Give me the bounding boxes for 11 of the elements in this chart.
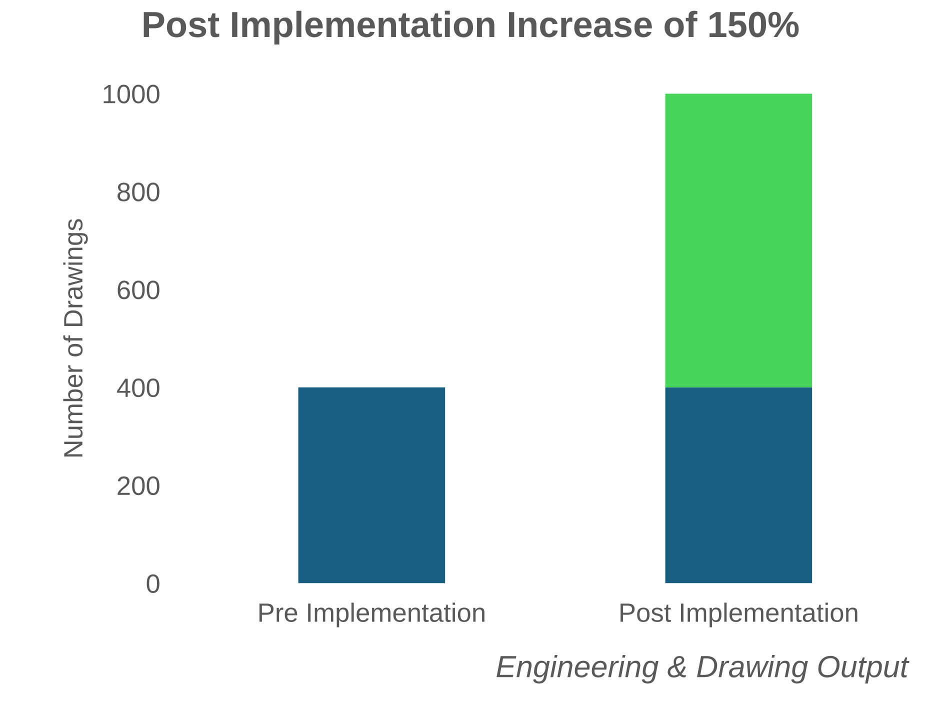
chart-title: Post Implementation Increase of 150% — [144, 10, 799, 44]
y-tick-label: 600 — [118, 280, 160, 300]
y-axis-title: Number of Drawings — [63, 219, 88, 456]
y-tick-label: 800 — [118, 182, 160, 202]
x-axis-title: Engineering & Drawing Output — [496, 655, 910, 684]
x-tick-label: Post Implementation — [620, 602, 858, 628]
y-tick-label: 0 — [146, 574, 160, 594]
y-tick-label: 1000 — [104, 84, 160, 104]
x-tick-label: Pre Implementation — [259, 602, 484, 628]
y-tick-label: 200 — [118, 476, 160, 496]
y-tick-label: 400 — [117, 378, 160, 398]
